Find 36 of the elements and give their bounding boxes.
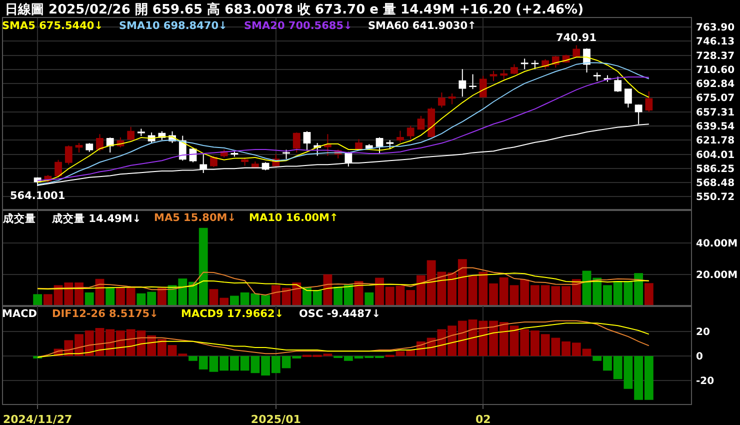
- y-tick-label: 728.37: [696, 50, 735, 62]
- x-tick-label: 02: [475, 413, 491, 425]
- x-tick-label: 2024/11/27: [2, 413, 72, 425]
- y-tick-label: 40.00M: [696, 238, 738, 250]
- text: MACD9 17.9662↓: [181, 308, 284, 320]
- text: MA5 15.80M↓: [154, 212, 236, 224]
- text: SMA20 700.5685↓: [244, 20, 352, 32]
- y-tick-label: 604.01: [696, 150, 735, 161]
- text: SMA5 675.5440↓: [2, 20, 104, 32]
- y-tick-label: 20: [696, 327, 710, 338]
- y-tick-label: 568.48: [696, 178, 735, 190]
- x-tick-label: 2025/01: [250, 413, 301, 425]
- annotation: 成交量 14.49M↓: [51, 212, 142, 225]
- chart-title: 成交量: [2, 212, 36, 225]
- y-tick-label: 550.72: [696, 192, 735, 204]
- text: SMA10 698.8470↓: [119, 20, 228, 32]
- y-tick-label: 20.00M: [696, 270, 738, 281]
- chart-title: MACD: [2, 308, 38, 320]
- y-tick-label: 692.84: [696, 79, 735, 90]
- annotation: OSC -9.4487↓: [299, 308, 381, 320]
- y-tick-label: 763.90: [696, 22, 735, 34]
- y-tick-label: -20: [696, 376, 714, 387]
- text: SMA60 641.9030↑: [368, 20, 476, 32]
- y-tick-label: 710.60: [696, 64, 735, 76]
- y-tick-label: 621.78: [696, 136, 735, 147]
- y-tick-label: 586.25: [696, 164, 735, 175]
- y-tick-label: 639.54: [696, 121, 735, 132]
- series-label: DIF12-26 8.5175↓: [52, 308, 158, 320]
- annotation: 740.91: [556, 32, 597, 44]
- y-tick-label: 657.31: [696, 107, 735, 118]
- y-tick-label: 746.13: [696, 36, 735, 48]
- chart-title: 日線圖 2025/02/26 開 659.65 高 683.0078 收 673.70 e 量 14.49M +16.20 (+2.46%): [5, 2, 584, 18]
- annotation: 564.1001: [10, 190, 66, 202]
- y-tick-label: 0: [696, 352, 703, 363]
- text: MA10 16.00M↑: [249, 212, 338, 224]
- y-tick-label: 675.07: [696, 93, 735, 104]
